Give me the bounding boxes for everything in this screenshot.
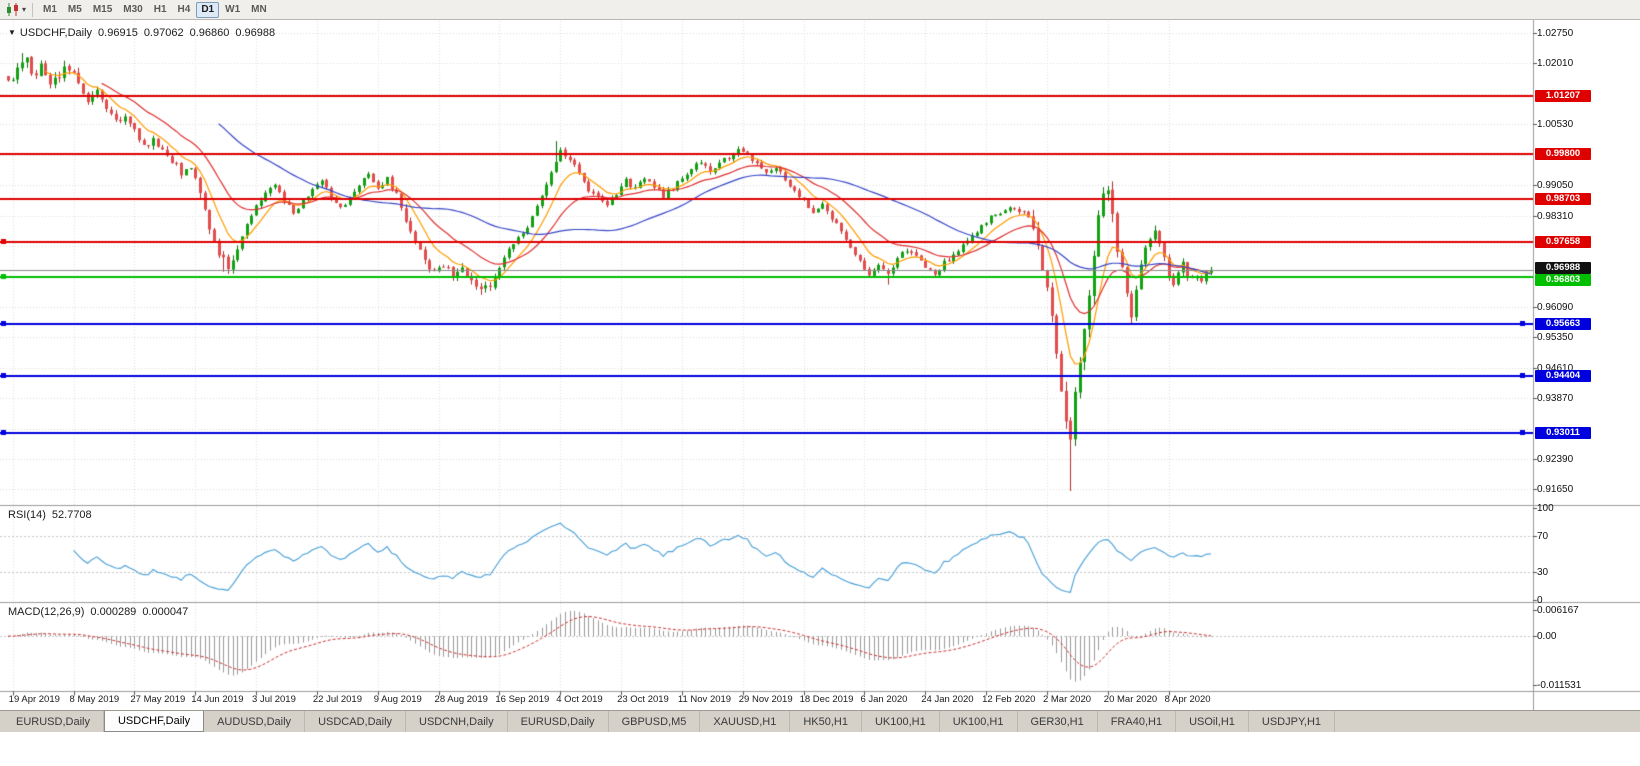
line-price-tag[interactable]: 1.01207	[1535, 90, 1591, 103]
macd-axis-label: 0.006167	[1537, 604, 1579, 616]
date-label: 16 Sep 2019	[495, 694, 550, 705]
open-value: 0.96915	[98, 27, 138, 39]
timeframe-button-m30[interactable]: M30	[123, 4, 143, 15]
tab-xauusd-h1[interactable]: XAUUSD,H1	[700, 711, 791, 732]
rsi-header: RSI(14) 52.7708	[8, 509, 92, 521]
chart-canvas[interactable]	[0, 20, 1640, 710]
chart-type-dropdown-caret[interactable]: ▾	[22, 5, 27, 14]
timeframe-button-m5[interactable]: M5	[67, 4, 82, 15]
date-label: 12 Feb 2020	[982, 694, 1036, 705]
toolbar: ▾ M1 M5 M15 M30 H1 H4 D1 W1 MN	[0, 0, 1640, 20]
low-value: 0.96860	[189, 27, 230, 39]
chart-tab-bar: EURUSD,Daily USDCHF,Daily AUDUSD,Daily USDC…	[0, 710, 1640, 732]
line-price-tag[interactable]: 0.97658	[1535, 236, 1591, 249]
date-label: 28 Aug 2019	[434, 694, 488, 705]
date-label: 24 Jan 2020	[921, 694, 974, 705]
tab-eurusd-daily[interactable]: EURUSD,Daily	[3, 711, 104, 732]
date-label: 8 Apr 2020	[1164, 694, 1211, 705]
tab-usdchf-daily[interactable]: USDCHF,Daily	[103, 711, 205, 732]
date-label: 14 Jun 2019	[191, 694, 244, 705]
timeframe-button-group: M1 M5 M15 M30 H1 H4 D1 W1 MN	[38, 1, 272, 18]
timeframe-button-d1[interactable]: D1	[196, 1, 220, 18]
tab-usdjpy-h1[interactable]: USDJPY,H1	[1249, 711, 1336, 732]
date-label: 19 Apr 2019	[8, 694, 60, 705]
timeframe-button-w1[interactable]: W1	[225, 4, 241, 15]
chart-type-icon[interactable]	[5, 3, 21, 16]
tab-eurusd-daily[interactable]: EURUSD,Daily	[508, 711, 609, 732]
symbol-label: USDCHF,Daily	[19, 27, 93, 39]
tab-usdcnh-daily[interactable]: USDCNH,Daily	[406, 711, 508, 732]
macd-main-value: 0.000289	[90, 606, 137, 618]
line-price-tag[interactable]: 0.94404	[1535, 370, 1591, 383]
macd-axis-label: -0.011531	[1537, 680, 1582, 692]
price-axis-label: 1.02750	[1537, 27, 1574, 39]
macd-signal-value: 0.000047	[142, 606, 189, 618]
macd-header: MACD(12,26,9) 0.000289 0.000047	[8, 606, 188, 618]
tab-hk50-h1[interactable]: HK50,H1	[790, 711, 862, 732]
tab-usoil-h1[interactable]: USOil,H1	[1176, 711, 1249, 732]
rsi-axis-label: 0	[1537, 595, 1543, 606]
date-label: 2 Mar 2020	[1042, 694, 1092, 705]
tab-fra40-h1[interactable]: FRA40,H1	[1098, 711, 1177, 732]
high-value: 0.97062	[143, 27, 184, 39]
rsi-title: RSI(14)	[8, 509, 46, 521]
date-label: 3 Jul 2019	[252, 694, 296, 705]
timeframe-button-mn[interactable]: MN	[251, 4, 267, 15]
line-price-tag[interactable]: 0.96803	[1535, 273, 1591, 286]
bid-price-tag[interactable]: 0.96988	[1535, 261, 1591, 274]
date-label: 27 May 2019	[130, 694, 186, 705]
tab-gbpusd-m5[interactable]: GBPUSD,M5	[609, 711, 701, 732]
tab-uk100-h1[interactable]: UK100,H1	[940, 711, 1018, 732]
timeframe-button-m15[interactable]: M15	[92, 4, 113, 15]
price-axis-label: 1.00530	[1537, 119, 1574, 131]
price-axis-label: 0.96090	[1537, 301, 1574, 313]
price-axis-label: 0.91650	[1537, 484, 1574, 496]
tab-uk100-h1[interactable]: UK100,H1	[862, 711, 940, 732]
price-axis-label: 0.98310	[1537, 210, 1574, 222]
tab-usdcad-daily[interactable]: USDCAD,Daily	[305, 711, 407, 732]
price-axis-label: 0.95350	[1537, 332, 1574, 344]
price-axis-label: 0.92390	[1537, 453, 1574, 465]
timeframe-button-m1[interactable]: M1	[43, 4, 57, 15]
rsi-axis-label: 70	[1537, 530, 1549, 542]
line-price-tag[interactable]: 0.95663	[1535, 318, 1591, 331]
date-label: 22 Jul 2019	[312, 694, 362, 705]
rsi-value: 52.7708	[51, 509, 92, 521]
symbol-ohlc-header: ▼ USDCHF,Daily 0.96915 0.97062 0.96860 0.9698…	[8, 27, 275, 39]
rsi-axis-label: 30	[1537, 567, 1549, 579]
line-price-tag[interactable]: 0.93011	[1535, 427, 1591, 440]
line-price-tag[interactable]: 0.99800	[1535, 148, 1591, 161]
macd-axis-label: 0.00	[1537, 631, 1557, 643]
price-axis-label: 0.93870	[1537, 393, 1574, 405]
date-label: 29 Nov 2019	[738, 694, 793, 705]
rsi-axis-label: 100	[1537, 503, 1554, 514]
tab-ger30-h1[interactable]: GER30,H1	[1018, 711, 1098, 732]
date-label: 9 Aug 2019	[373, 694, 422, 705]
date-label: 20 Mar 2020	[1103, 694, 1158, 705]
date-label: 6 Jan 2020	[860, 694, 908, 705]
timeframe-button-h1[interactable]: H1	[153, 4, 167, 15]
line-price-tag[interactable]: 0.98703	[1535, 193, 1591, 206]
price-axis-label: 0.99050	[1537, 180, 1574, 192]
collapse-icon[interactable]: ▼	[8, 28, 16, 37]
price-axis-label: 0.94610	[1537, 362, 1574, 374]
price-axis-label: 1.02010	[1537, 58, 1574, 70]
toolbar-separator	[32, 2, 34, 17]
date-label: 18 Dec 2019	[799, 694, 854, 705]
timeframe-button-h4[interactable]: H4	[177, 4, 191, 15]
close-value: 0.96988	[235, 27, 276, 39]
date-label: 8 May 2019	[69, 694, 120, 705]
date-label: 23 Oct 2019	[617, 694, 669, 705]
date-label: 11 Nov 2019	[677, 694, 732, 705]
macd-title: MACD(12,26,9)	[8, 606, 85, 618]
tab-audusd-daily[interactable]: AUDUSD,Daily	[204, 711, 306, 732]
date-label: 4 Oct 2019	[556, 694, 603, 705]
